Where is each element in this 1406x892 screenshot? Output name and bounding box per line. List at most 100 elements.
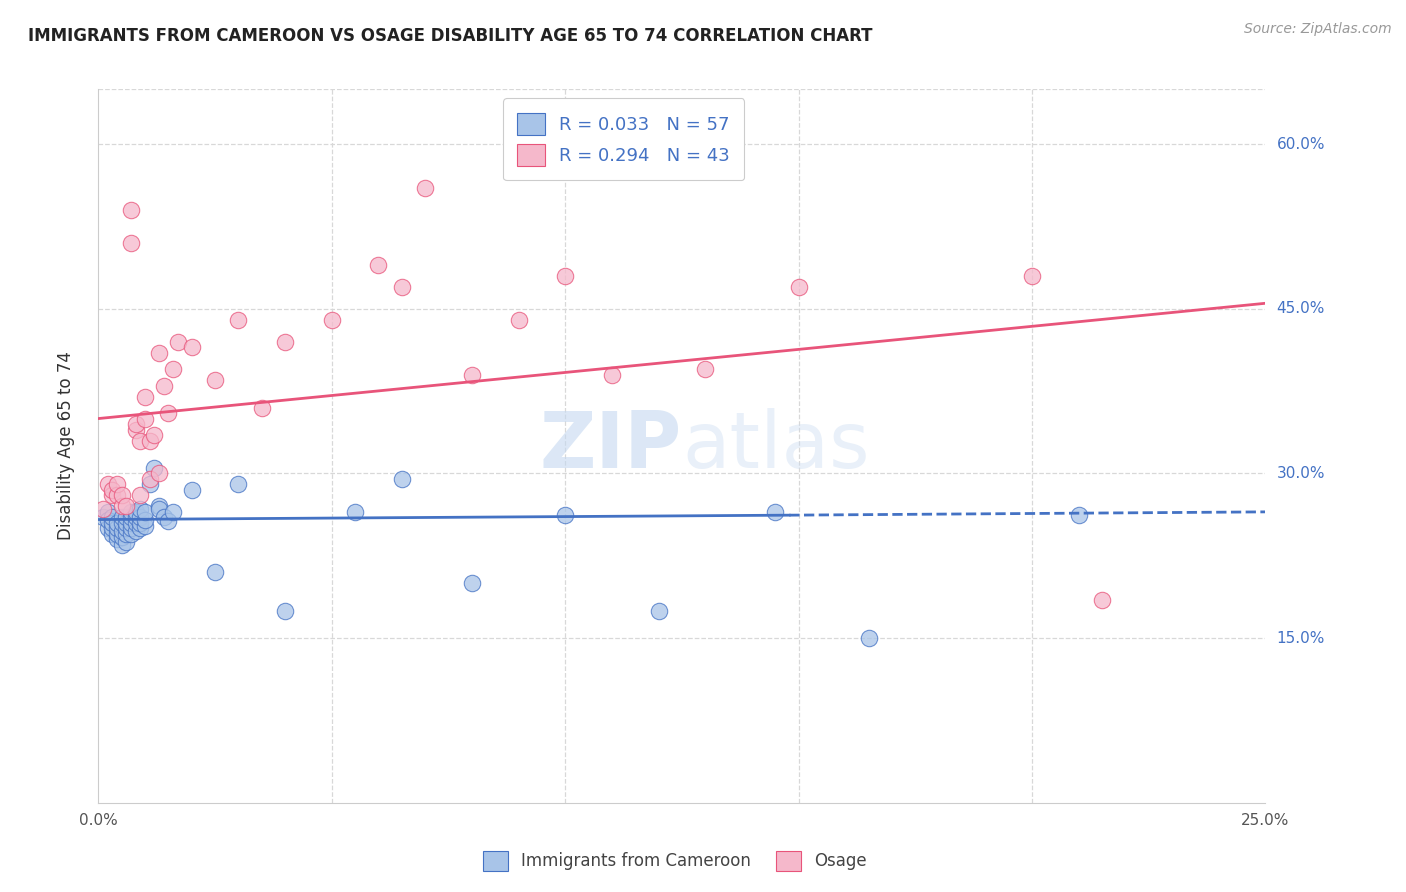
Point: [274, 604, 297, 618]
Point: [413, 181, 436, 195]
Y-axis label: Disability Age 65 to 74: Disability Age 65 to 74: [56, 351, 75, 541]
Point: [554, 508, 576, 523]
Point: [139, 472, 162, 486]
Point: [115, 500, 138, 514]
Point: [97, 477, 120, 491]
Point: [787, 280, 810, 294]
Point: [134, 519, 156, 533]
Point: [101, 516, 124, 530]
Point: [162, 362, 184, 376]
Point: [143, 461, 166, 475]
Point: [120, 202, 142, 217]
Point: [134, 390, 156, 404]
Point: [111, 488, 134, 502]
Point: [274, 334, 297, 349]
Text: atlas: atlas: [682, 408, 869, 484]
Point: [858, 631, 880, 645]
Text: 30.0%: 30.0%: [1277, 466, 1324, 481]
Point: [695, 362, 717, 376]
Point: [120, 526, 142, 541]
Point: [1021, 268, 1043, 283]
Text: 45.0%: 45.0%: [1277, 301, 1324, 317]
Point: [97, 505, 120, 519]
Point: [129, 510, 152, 524]
Point: [321, 312, 343, 326]
Legend: Immigrants from Cameroon, Osage: Immigrants from Cameroon, Osage: [474, 842, 876, 880]
Point: [115, 526, 138, 541]
Text: ZIP: ZIP: [540, 408, 682, 484]
Point: [180, 340, 202, 354]
Point: [101, 483, 124, 497]
Point: [111, 524, 134, 538]
Point: [111, 538, 134, 552]
Point: [120, 516, 142, 530]
Point: [148, 345, 170, 359]
Text: 15.0%: 15.0%: [1277, 631, 1324, 646]
Point: [125, 524, 148, 538]
Point: [148, 467, 170, 481]
Point: [115, 521, 138, 535]
Point: [228, 477, 250, 491]
Point: [97, 512, 120, 526]
Point: [180, 483, 202, 497]
Point: [105, 526, 128, 541]
Point: [367, 258, 389, 272]
Point: [148, 501, 170, 516]
Point: [125, 505, 148, 519]
Point: [763, 505, 786, 519]
Point: [129, 521, 152, 535]
Point: [250, 401, 273, 415]
Point: [101, 526, 124, 541]
Point: [111, 510, 134, 524]
Point: [115, 534, 138, 549]
Point: [461, 576, 484, 591]
Point: [139, 477, 162, 491]
Point: [391, 280, 413, 294]
Point: [105, 521, 128, 535]
Point: [1091, 592, 1114, 607]
Point: [461, 368, 484, 382]
Point: [134, 505, 156, 519]
Point: [1067, 508, 1090, 523]
Point: [120, 505, 142, 519]
Point: [162, 505, 184, 519]
Point: [143, 428, 166, 442]
Point: [105, 488, 128, 502]
Point: [91, 501, 114, 516]
Point: [101, 510, 124, 524]
Legend: R = 0.033   N = 57, R = 0.294   N = 43: R = 0.033 N = 57, R = 0.294 N = 43: [503, 98, 744, 180]
Point: [508, 312, 530, 326]
Point: [391, 472, 413, 486]
Point: [105, 477, 128, 491]
Point: [91, 510, 114, 524]
Point: [97, 521, 120, 535]
Point: [101, 488, 124, 502]
Point: [111, 500, 134, 514]
Point: [129, 516, 152, 530]
Point: [115, 510, 138, 524]
Point: [344, 505, 367, 519]
Point: [554, 268, 576, 283]
Point: [115, 516, 138, 530]
Point: [134, 512, 156, 526]
Point: [120, 521, 142, 535]
Point: [647, 604, 669, 618]
Point: [120, 235, 142, 250]
Point: [125, 516, 148, 530]
Point: [228, 312, 250, 326]
Point: [105, 533, 128, 547]
Point: [101, 521, 124, 535]
Text: 60.0%: 60.0%: [1277, 136, 1324, 152]
Point: [157, 406, 180, 420]
Point: [111, 530, 134, 544]
Point: [157, 514, 180, 528]
Text: IMMIGRANTS FROM CAMEROON VS OSAGE DISABILITY AGE 65 TO 74 CORRELATION CHART: IMMIGRANTS FROM CAMEROON VS OSAGE DISABI…: [28, 27, 873, 45]
Point: [129, 434, 152, 448]
Point: [204, 566, 226, 580]
Point: [152, 378, 174, 392]
Point: [600, 368, 623, 382]
Point: [148, 500, 170, 514]
Point: [152, 510, 174, 524]
Point: [166, 334, 188, 349]
Point: [134, 411, 156, 425]
